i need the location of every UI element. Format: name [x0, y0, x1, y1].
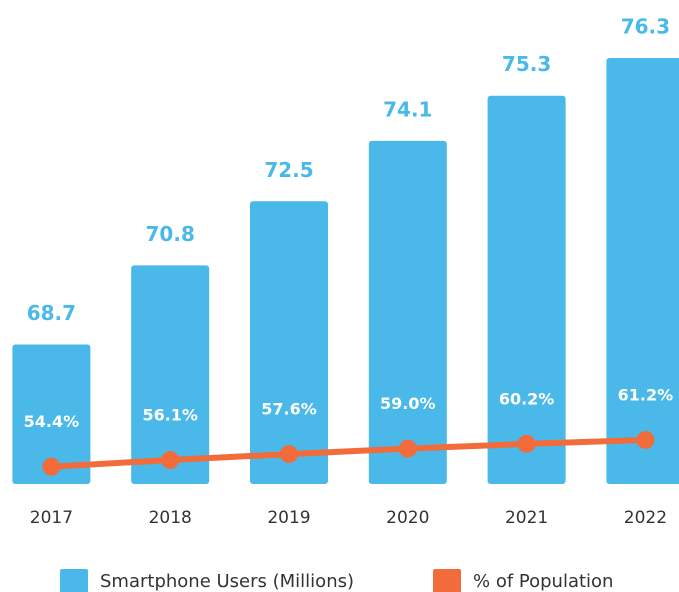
bar	[368, 140, 447, 484]
line	[51, 436, 646, 470]
line-point	[517, 434, 536, 453]
bar	[250, 201, 328, 484]
x-tick-label: 2017	[30, 508, 73, 528]
bar-value-label: 75.3	[502, 52, 551, 76]
legend-swatch	[433, 569, 461, 592]
bar-value-label: 72.5	[264, 158, 313, 182]
bar	[131, 265, 210, 484]
line-value-label: 60.2%	[499, 389, 555, 408]
legend-label: % of Population	[473, 571, 613, 592]
line-point	[161, 451, 180, 470]
line-point	[42, 457, 61, 476]
bar	[606, 57, 679, 484]
line-value-label: 56.1%	[142, 406, 198, 425]
bar-value-label: 70.8	[146, 222, 195, 246]
legend-swatch	[60, 569, 88, 592]
x-tick-label: 2018	[149, 508, 192, 528]
line-point	[280, 445, 298, 464]
bar-value-label: 68.7	[27, 301, 76, 325]
legend-label: Smartphone Users (Millions)	[100, 571, 354, 592]
x-tick-label: 2020	[386, 508, 429, 528]
x-tick-label: 2021	[505, 508, 548, 528]
bar-value-label: 74.1	[383, 97, 432, 121]
x-tick-label: 2019	[267, 508, 310, 528]
line-value-label: 61.2%	[618, 385, 674, 404]
line-point	[398, 439, 417, 458]
line-point	[636, 430, 655, 449]
line-value-label: 54.4%	[24, 412, 80, 431]
bar-value-label: 76.3	[621, 14, 670, 38]
bar	[12, 344, 91, 484]
line-value-label: 59.0%	[380, 394, 436, 413]
x-tick-label: 2022	[624, 508, 667, 528]
bar	[487, 95, 566, 484]
line-value-label: 57.6%	[261, 400, 317, 419]
